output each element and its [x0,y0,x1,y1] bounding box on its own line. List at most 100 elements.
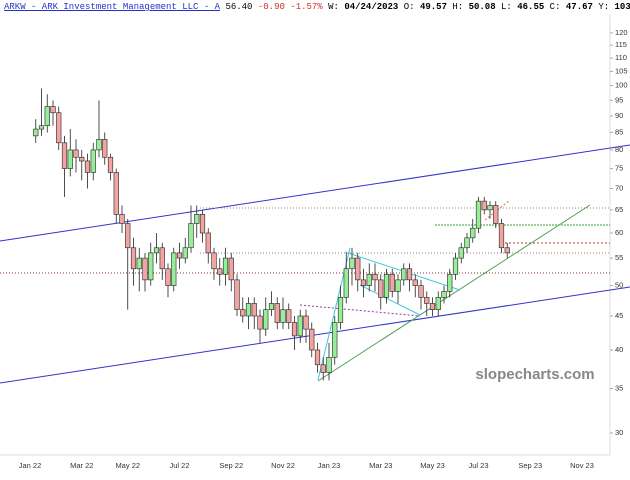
candle-body [142,257,148,281]
candle-body [176,252,183,259]
y-tick-label: 30 [615,428,623,437]
candle-body [67,149,73,169]
candle-body [211,252,217,270]
quote-fields: W: 04/24/2023 O: 49.57 H: 50.08 L: 46.55… [328,2,630,12]
candle-body [378,279,384,298]
candle-body [297,315,303,337]
candle-body [153,247,160,254]
x-tick-label: Jul 23 [468,461,488,470]
candle-body [61,142,68,169]
candle-body [148,252,154,281]
candle-body [222,257,229,275]
candle-body [194,214,200,224]
y-tick-label: 110 [615,53,627,62]
last-price: 56.40 [225,2,253,12]
candle-body [268,303,275,310]
candle-body [96,139,102,151]
y-tick-label: 80 [615,145,623,154]
candle-body [481,200,487,211]
y-tick-label: 95 [615,95,623,104]
field-label: O: [403,2,415,12]
x-tick-label: Mar 23 [369,461,392,470]
x-tick-label: May 22 [115,461,140,470]
x-tick-label: Jan 23 [318,461,341,470]
candle-body [360,279,367,286]
y-tick-label: 100 [615,81,628,90]
candle-body [165,268,171,286]
candle-body [257,315,263,330]
candle-body [199,214,206,234]
candle-body [464,237,470,249]
x-tick-label: Nov 22 [271,461,295,470]
candle-body [79,156,85,162]
candle-body [314,349,321,366]
field-label: H: [452,2,464,12]
field-value: 46.55 [517,2,545,12]
candle-body [50,106,56,114]
candle-body [395,279,401,292]
x-tick-label: May 23 [420,461,445,470]
candle-body [475,200,482,229]
y-tick-label: 105 [615,66,628,75]
candle-body [56,112,62,144]
candle-body [38,125,45,130]
change-pct: -1.57% [290,2,323,12]
candle-body [435,297,441,310]
trend-line [0,286,630,384]
candle-body [130,247,137,270]
candle-body [349,257,355,270]
y-tick-label: 65 [615,205,623,214]
candle-body [33,128,39,137]
x-tick-label: Nov 23 [570,461,594,470]
candle-body [228,257,234,281]
field-value: 103.52 [614,2,630,12]
candle-body [303,315,309,330]
candle-body [412,279,418,286]
quote-header: ARKW - ARK Investment Management LLC - A… [4,2,630,12]
candle-body [251,303,257,317]
candle-body [205,232,211,254]
field-value: 04/24/2023 [344,2,399,12]
trend-line [359,284,421,316]
trend-line [317,247,351,381]
candle-body [73,149,79,158]
candle-body [418,285,424,298]
y-tick-label: 50 [615,281,623,290]
candle-body [487,205,493,211]
candle-body [44,106,50,127]
candle-body [125,223,131,249]
candle-body [406,268,413,281]
candle-body [355,257,361,281]
candle-body [245,303,252,317]
candle-body [291,322,298,337]
y-tick-label: 55 [615,253,623,262]
candle-body [372,273,378,281]
symbol[interactable]: ARKW - ARK Investment Management LLC - A [4,2,221,12]
candle-body [504,247,510,254]
candle-body [493,205,499,224]
candle-body [280,309,286,323]
candle-body [309,328,315,351]
candle-body [424,297,430,304]
candle-body [234,279,240,310]
annotations [0,144,630,384]
trend-line [317,204,591,382]
field-label: Y: [598,2,610,12]
field-label: W: [328,2,339,12]
y-tick-label: 120 [615,28,628,37]
candle-body [332,322,338,358]
candle-body [401,268,407,281]
candle-body [119,214,125,224]
y-tick-label: 115 [615,40,627,49]
candle-body [274,303,280,323]
x-tick-label: Mar 22 [70,461,93,470]
candle-body [90,149,96,173]
y-tick-label: 40 [615,345,623,354]
candle-body [366,273,372,286]
candle-body [84,160,91,173]
candle-body [441,291,447,298]
y-tick-label: 90 [615,111,623,120]
candle-body [286,309,292,323]
candle-body [113,172,119,215]
